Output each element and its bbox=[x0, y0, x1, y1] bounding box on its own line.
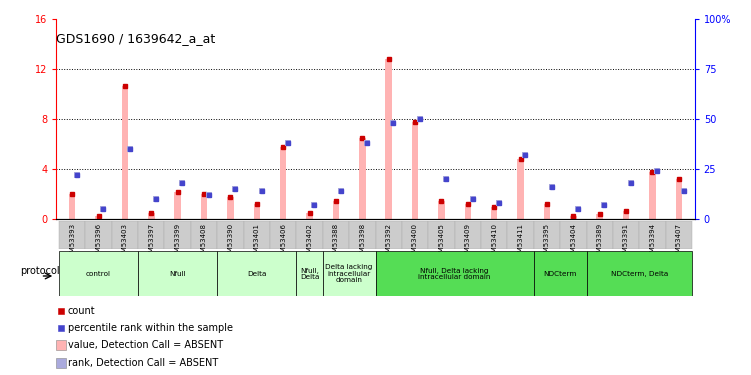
Bar bbox=[508, 221, 534, 249]
Bar bbox=[69, 194, 75, 219]
Bar bbox=[587, 251, 692, 296]
Bar bbox=[385, 59, 392, 219]
Bar bbox=[122, 87, 128, 219]
Text: Delta: Delta bbox=[247, 271, 267, 277]
Text: GSM53403: GSM53403 bbox=[122, 223, 128, 261]
Text: GSM53400: GSM53400 bbox=[412, 223, 418, 261]
Bar bbox=[570, 216, 577, 219]
Bar bbox=[665, 221, 692, 249]
Bar bbox=[623, 211, 629, 219]
Bar bbox=[138, 221, 164, 249]
Bar bbox=[376, 221, 402, 249]
Text: GSM53406: GSM53406 bbox=[280, 223, 286, 261]
Text: Nfull, Delta lacking
intracellular domain: Nfull, Delta lacking intracellular domai… bbox=[418, 267, 491, 280]
Text: GSM53390: GSM53390 bbox=[228, 223, 234, 261]
Bar bbox=[323, 251, 376, 296]
Bar bbox=[587, 221, 613, 249]
Bar bbox=[402, 221, 428, 249]
Bar bbox=[217, 251, 297, 296]
Bar bbox=[649, 172, 656, 219]
Bar bbox=[412, 122, 418, 219]
Text: value, Detection Call = ABSENT: value, Detection Call = ABSENT bbox=[68, 340, 223, 350]
Bar bbox=[676, 179, 682, 219]
Bar bbox=[428, 221, 454, 249]
Bar bbox=[481, 221, 508, 249]
Bar bbox=[95, 216, 102, 219]
Text: GSM53395: GSM53395 bbox=[544, 223, 550, 261]
Bar bbox=[138, 251, 217, 296]
Text: GSM53393: GSM53393 bbox=[69, 223, 75, 261]
Bar bbox=[359, 138, 366, 219]
Bar bbox=[560, 221, 587, 249]
Bar bbox=[227, 197, 234, 219]
Bar bbox=[59, 221, 86, 249]
Text: percentile rank within the sample: percentile rank within the sample bbox=[68, 323, 233, 333]
Text: GSM53392: GSM53392 bbox=[386, 223, 392, 261]
Bar bbox=[59, 251, 138, 296]
Text: GSM53398: GSM53398 bbox=[359, 223, 365, 261]
Text: GSM53405: GSM53405 bbox=[439, 223, 445, 261]
Text: GSM53397: GSM53397 bbox=[148, 223, 154, 261]
Text: GSM53399: GSM53399 bbox=[175, 223, 181, 261]
Text: Nfull: Nfull bbox=[170, 271, 186, 277]
Bar bbox=[491, 207, 497, 219]
Bar bbox=[164, 221, 191, 249]
Bar bbox=[191, 221, 217, 249]
Text: GSM53388: GSM53388 bbox=[333, 223, 339, 261]
Bar bbox=[297, 251, 323, 296]
Bar bbox=[376, 251, 534, 296]
Text: NDCterm, Delta: NDCterm, Delta bbox=[611, 271, 668, 277]
Text: GSM53408: GSM53408 bbox=[201, 223, 207, 261]
Bar bbox=[465, 204, 471, 219]
Text: GSM53409: GSM53409 bbox=[465, 223, 471, 261]
Bar bbox=[534, 251, 587, 296]
Bar bbox=[148, 213, 155, 219]
Bar bbox=[596, 214, 603, 219]
Text: GSM53411: GSM53411 bbox=[517, 223, 523, 261]
Bar bbox=[201, 194, 207, 219]
Bar bbox=[517, 159, 524, 219]
Text: rank, Detection Call = ABSENT: rank, Detection Call = ABSENT bbox=[68, 358, 218, 368]
Bar bbox=[86, 221, 112, 249]
Bar bbox=[613, 221, 639, 249]
Bar bbox=[297, 221, 323, 249]
Bar bbox=[438, 201, 445, 219]
Text: GSM53391: GSM53391 bbox=[623, 223, 629, 261]
Bar bbox=[639, 221, 665, 249]
Bar bbox=[280, 147, 286, 219]
Bar bbox=[254, 204, 260, 219]
Text: GSM53410: GSM53410 bbox=[491, 223, 497, 261]
Bar bbox=[270, 221, 297, 249]
Text: GSM53396: GSM53396 bbox=[95, 223, 101, 261]
Text: GSM53401: GSM53401 bbox=[254, 223, 260, 261]
Bar bbox=[333, 201, 339, 219]
Text: GSM53402: GSM53402 bbox=[306, 223, 312, 261]
Bar bbox=[217, 221, 243, 249]
Bar bbox=[544, 204, 550, 219]
Text: Delta lacking
intracellular
domain: Delta lacking intracellular domain bbox=[325, 264, 372, 283]
Text: GSM53404: GSM53404 bbox=[570, 223, 576, 261]
Text: count: count bbox=[68, 306, 95, 316]
Text: GSM53407: GSM53407 bbox=[676, 223, 682, 261]
Text: NDCterm: NDCterm bbox=[544, 271, 577, 277]
Text: GDS1690 / 1639642_a_at: GDS1690 / 1639642_a_at bbox=[56, 32, 216, 45]
Bar bbox=[174, 192, 181, 219]
Bar bbox=[323, 221, 349, 249]
Text: protocol: protocol bbox=[20, 267, 59, 276]
Bar bbox=[243, 221, 270, 249]
Text: GSM53389: GSM53389 bbox=[597, 223, 603, 261]
Bar bbox=[306, 213, 313, 219]
Bar bbox=[112, 221, 138, 249]
Bar bbox=[534, 221, 560, 249]
Text: Nfull,
Delta: Nfull, Delta bbox=[300, 267, 319, 280]
Bar bbox=[454, 221, 481, 249]
Text: GSM53394: GSM53394 bbox=[650, 223, 656, 261]
Text: control: control bbox=[86, 271, 111, 277]
Bar bbox=[349, 221, 376, 249]
